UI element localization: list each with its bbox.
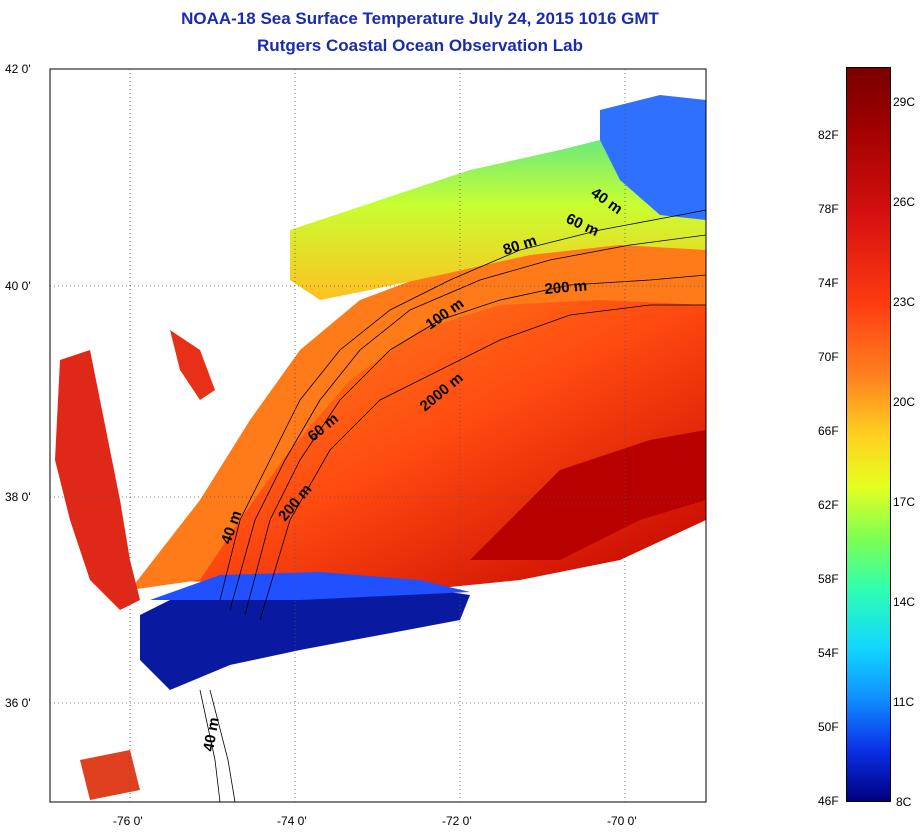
map-title: NOAA-18 Sea Surface Temperature July 24,… bbox=[181, 9, 659, 28]
gulf-stream-core bbox=[470, 430, 706, 560]
colorbar-c-label: 17C bbox=[893, 495, 916, 509]
shelf-water bbox=[130, 240, 706, 590]
temperature-colorbar bbox=[846, 67, 891, 802]
colorbar-c-label: 20C bbox=[893, 395, 916, 409]
lon-label: -76 0' bbox=[113, 814, 143, 828]
lat-label: 36 0' bbox=[5, 696, 31, 710]
colorbar-f-label: 74F bbox=[818, 276, 839, 290]
pamlico-sound bbox=[80, 750, 140, 800]
contour-label: 40 m bbox=[200, 716, 223, 753]
colorbar-c-label: 29C bbox=[893, 95, 916, 109]
cold-patch-northeast bbox=[600, 95, 706, 220]
colorbar-f-label: 50F bbox=[818, 720, 839, 734]
map-subtitle: Rutgers Coastal Ocean Observation Lab bbox=[257, 36, 583, 55]
colorbar-c-label: 14C bbox=[893, 595, 916, 609]
bathymetry-contours bbox=[199, 209, 706, 802]
chesapeake-bay bbox=[55, 350, 140, 610]
map-frame bbox=[49, 68, 707, 803]
land-north bbox=[50, 69, 706, 600]
lon-label: -72 0' bbox=[442, 814, 472, 828]
cloud-cover bbox=[460, 520, 706, 802]
lon-label: -70 0' bbox=[607, 814, 637, 828]
colorbar-f-label: 82F bbox=[818, 128, 839, 142]
graticule bbox=[50, 69, 706, 802]
colorbar-f-label: 54F bbox=[818, 646, 839, 660]
lat-label: 38 0' bbox=[5, 490, 31, 504]
colorbar-c-label: 26C bbox=[893, 195, 916, 209]
cold-water-edge bbox=[150, 572, 470, 600]
cold-water-mass bbox=[140, 580, 470, 690]
colorbar-f-label: 70F bbox=[818, 350, 839, 364]
colorbar-f-label: 58F bbox=[818, 572, 839, 586]
colorbar-c-label: 23C bbox=[893, 295, 916, 309]
contour-label: 200 m bbox=[544, 277, 588, 298]
colorbar-c-label: 8C bbox=[896, 795, 912, 809]
lat-label: 42 0' bbox=[5, 62, 31, 76]
colorbar-f-label: 62F bbox=[818, 498, 839, 512]
colorbar-f-label: 46F bbox=[818, 794, 839, 808]
colorbar-c-label: 11C bbox=[893, 695, 915, 709]
delaware-bay bbox=[170, 330, 215, 400]
northern-shelf-water bbox=[290, 110, 706, 300]
lon-label: -74 0' bbox=[277, 814, 307, 828]
colorbar-f-label: 66F bbox=[818, 424, 839, 438]
lat-label: 40 0' bbox=[5, 279, 31, 293]
colorbar-f-label: 78F bbox=[818, 202, 839, 216]
